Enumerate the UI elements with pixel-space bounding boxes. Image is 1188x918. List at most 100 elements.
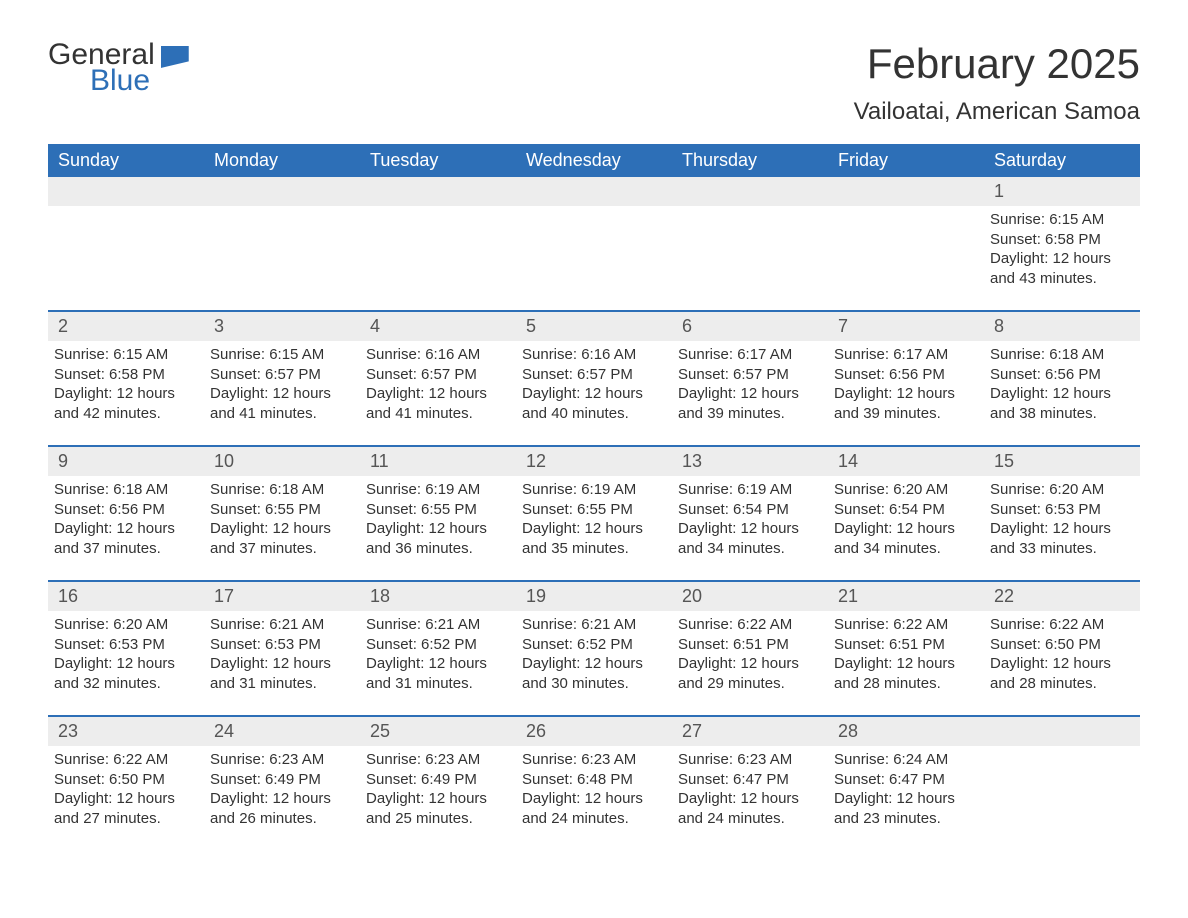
day-info: Sunrise: 6:19 AMSunset: 6:55 PMDaylight:…	[516, 476, 672, 560]
sunset-text: Sunset: 6:49 PM	[366, 770, 510, 790]
day-info	[984, 746, 1140, 830]
day-number-row: 2345678	[48, 312, 1140, 341]
day-info: Sunrise: 6:20 AMSunset: 6:54 PMDaylight:…	[828, 476, 984, 560]
logo-text-blue: Blue	[90, 66, 189, 96]
sunset-text: Sunset: 6:47 PM	[834, 770, 978, 790]
day-info: Sunrise: 6:19 AMSunset: 6:55 PMDaylight:…	[360, 476, 516, 560]
sunset-text: Sunset: 6:56 PM	[54, 500, 198, 520]
weekday-header: Friday	[828, 144, 984, 177]
sunset-text: Sunset: 6:56 PM	[834, 365, 978, 385]
day-info: Sunrise: 6:23 AMSunset: 6:48 PMDaylight:…	[516, 746, 672, 830]
day-info: Sunrise: 6:19 AMSunset: 6:54 PMDaylight:…	[672, 476, 828, 560]
weekday-header: Thursday	[672, 144, 828, 177]
day-number: 26	[516, 717, 672, 746]
sunrise-text: Sunrise: 6:19 AM	[366, 480, 510, 500]
day-info: Sunrise: 6:20 AMSunset: 6:53 PMDaylight:…	[984, 476, 1140, 560]
day-number: 22	[984, 582, 1140, 611]
day-number	[360, 177, 516, 206]
daylight-text: Daylight: 12 hours and 26 minutes.	[210, 789, 354, 828]
day-info: Sunrise: 6:24 AMSunset: 6:47 PMDaylight:…	[828, 746, 984, 830]
day-info: Sunrise: 6:16 AMSunset: 6:57 PMDaylight:…	[360, 341, 516, 425]
sunrise-text: Sunrise: 6:19 AM	[678, 480, 822, 500]
sunset-text: Sunset: 6:57 PM	[210, 365, 354, 385]
sunset-text: Sunset: 6:53 PM	[990, 500, 1134, 520]
sunset-text: Sunset: 6:50 PM	[54, 770, 198, 790]
sunrise-text: Sunrise: 6:15 AM	[990, 210, 1134, 230]
day-number	[984, 717, 1140, 746]
day-info: Sunrise: 6:15 AMSunset: 6:58 PMDaylight:…	[48, 341, 204, 425]
day-number: 25	[360, 717, 516, 746]
daylight-text: Daylight: 12 hours and 31 minutes.	[210, 654, 354, 693]
day-info	[360, 206, 516, 290]
sunrise-text: Sunrise: 6:17 AM	[834, 345, 978, 365]
sunset-text: Sunset: 6:55 PM	[210, 500, 354, 520]
day-number: 2	[48, 312, 204, 341]
sunrise-text: Sunrise: 6:21 AM	[210, 615, 354, 635]
day-number: 19	[516, 582, 672, 611]
day-info	[672, 206, 828, 290]
sunrise-text: Sunrise: 6:22 AM	[834, 615, 978, 635]
sunrise-text: Sunrise: 6:21 AM	[366, 615, 510, 635]
sunrise-text: Sunrise: 6:19 AM	[522, 480, 666, 500]
sunrise-text: Sunrise: 6:23 AM	[522, 750, 666, 770]
day-number	[516, 177, 672, 206]
daylight-text: Daylight: 12 hours and 33 minutes.	[990, 519, 1134, 558]
daylight-text: Daylight: 12 hours and 24 minutes.	[678, 789, 822, 828]
daylight-text: Daylight: 12 hours and 34 minutes.	[834, 519, 978, 558]
daylight-text: Daylight: 12 hours and 30 minutes.	[522, 654, 666, 693]
day-info-row: Sunrise: 6:15 AMSunset: 6:58 PMDaylight:…	[48, 341, 1140, 425]
day-number: 8	[984, 312, 1140, 341]
weeks-container: 1Sunrise: 6:15 AMSunset: 6:58 PMDaylight…	[48, 177, 1140, 830]
day-info-row: Sunrise: 6:15 AMSunset: 6:58 PMDaylight:…	[48, 206, 1140, 290]
sunset-text: Sunset: 6:53 PM	[54, 635, 198, 655]
day-number: 1	[984, 177, 1140, 206]
weekday-header: Saturday	[984, 144, 1140, 177]
daylight-text: Daylight: 12 hours and 28 minutes.	[834, 654, 978, 693]
daylight-text: Daylight: 12 hours and 34 minutes.	[678, 519, 822, 558]
daylight-text: Daylight: 12 hours and 32 minutes.	[54, 654, 198, 693]
weekday-header: Monday	[204, 144, 360, 177]
day-number: 7	[828, 312, 984, 341]
sunrise-text: Sunrise: 6:18 AM	[990, 345, 1134, 365]
day-number-row: 232425262728	[48, 717, 1140, 746]
day-number: 10	[204, 447, 360, 476]
day-number: 11	[360, 447, 516, 476]
sunrise-text: Sunrise: 6:20 AM	[834, 480, 978, 500]
day-info: Sunrise: 6:18 AMSunset: 6:56 PMDaylight:…	[48, 476, 204, 560]
day-info: Sunrise: 6:18 AMSunset: 6:55 PMDaylight:…	[204, 476, 360, 560]
day-info: Sunrise: 6:21 AMSunset: 6:52 PMDaylight:…	[360, 611, 516, 695]
sunrise-text: Sunrise: 6:23 AM	[678, 750, 822, 770]
sunrise-text: Sunrise: 6:16 AM	[522, 345, 666, 365]
daylight-text: Daylight: 12 hours and 41 minutes.	[366, 384, 510, 423]
header: General Blue February 2025 Vailoatai, Am…	[48, 40, 1140, 126]
day-number: 28	[828, 717, 984, 746]
weekday-header: Wednesday	[516, 144, 672, 177]
sunrise-text: Sunrise: 6:18 AM	[54, 480, 198, 500]
daylight-text: Daylight: 12 hours and 38 minutes.	[990, 384, 1134, 423]
day-number: 21	[828, 582, 984, 611]
sunrise-text: Sunrise: 6:20 AM	[54, 615, 198, 635]
sunrise-text: Sunrise: 6:20 AM	[990, 480, 1134, 500]
day-number: 20	[672, 582, 828, 611]
day-info: Sunrise: 6:17 AMSunset: 6:56 PMDaylight:…	[828, 341, 984, 425]
weekday-header: Tuesday	[360, 144, 516, 177]
sunset-text: Sunset: 6:54 PM	[678, 500, 822, 520]
day-number: 6	[672, 312, 828, 341]
day-info	[828, 206, 984, 290]
day-info	[48, 206, 204, 290]
day-info: Sunrise: 6:20 AMSunset: 6:53 PMDaylight:…	[48, 611, 204, 695]
sunrise-text: Sunrise: 6:16 AM	[366, 345, 510, 365]
sunset-text: Sunset: 6:47 PM	[678, 770, 822, 790]
day-number-row: 1	[48, 177, 1140, 206]
sunrise-text: Sunrise: 6:15 AM	[54, 345, 198, 365]
sunset-text: Sunset: 6:56 PM	[990, 365, 1134, 385]
daylight-text: Daylight: 12 hours and 43 minutes.	[990, 249, 1134, 288]
daylight-text: Daylight: 12 hours and 23 minutes.	[834, 789, 978, 828]
day-info: Sunrise: 6:23 AMSunset: 6:47 PMDaylight:…	[672, 746, 828, 830]
day-info: Sunrise: 6:22 AMSunset: 6:50 PMDaylight:…	[48, 746, 204, 830]
day-info	[204, 206, 360, 290]
day-info: Sunrise: 6:16 AMSunset: 6:57 PMDaylight:…	[516, 341, 672, 425]
day-number	[672, 177, 828, 206]
sunset-text: Sunset: 6:57 PM	[366, 365, 510, 385]
day-number: 14	[828, 447, 984, 476]
